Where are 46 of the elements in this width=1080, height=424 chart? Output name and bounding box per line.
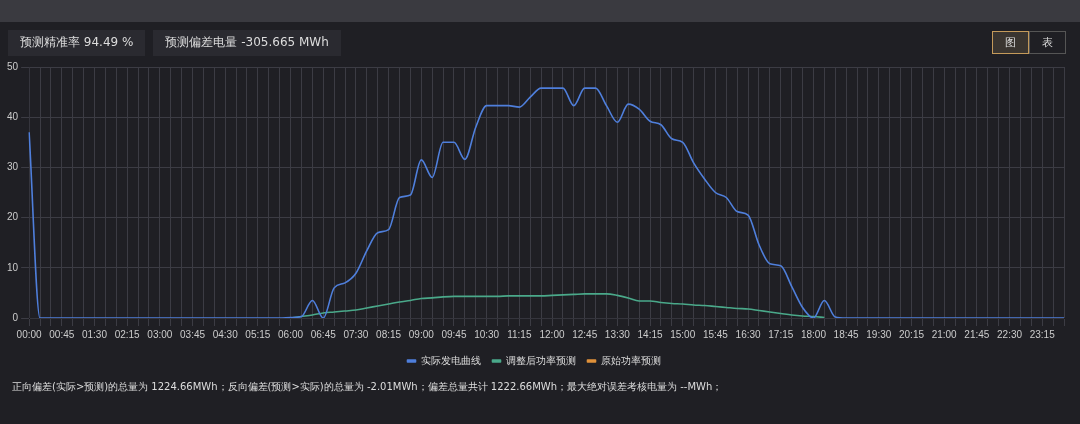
x-tick-label: 18:00 bbox=[800, 328, 827, 340]
x-tick-label: 17:15 bbox=[768, 328, 794, 340]
legend-label: 实际发电曲线 bbox=[420, 354, 481, 366]
y-tick-label: 50 bbox=[7, 60, 19, 72]
x-tick-label: 09:45 bbox=[441, 328, 467, 340]
x-tick-label: 06:45 bbox=[310, 328, 337, 340]
x-tick-label: 15:00 bbox=[670, 328, 696, 340]
legend-label: 原始功率预测 bbox=[600, 354, 661, 366]
y-tick-label: 10 bbox=[7, 261, 19, 273]
text: 图 bbox=[992, 31, 1029, 54]
x-tick-label: 21:00 bbox=[931, 328, 958, 340]
x-tick-label: 18:45 bbox=[833, 328, 860, 340]
y-tick-label: 40 bbox=[7, 110, 19, 122]
x-tick-label: 00:45 bbox=[49, 328, 75, 340]
x-tick-label: 16:30 bbox=[735, 328, 762, 340]
x-tick-label: 14:15 bbox=[637, 328, 663, 340]
y-tick-label: 30 bbox=[7, 161, 19, 173]
x-tick-label: 08:15 bbox=[376, 328, 402, 340]
legend-label: 调整后功率预测 bbox=[505, 354, 576, 366]
text: 预测精准率 94.49 % bbox=[8, 30, 146, 56]
x-tick-label: 10:30 bbox=[474, 328, 500, 340]
x-tick-label: 00:00 bbox=[16, 328, 43, 340]
x-tick-label: 09:00 bbox=[408, 328, 435, 340]
x-tick-label: 13:30 bbox=[604, 328, 631, 340]
x-tick-label: 03:00 bbox=[147, 328, 173, 340]
y-tick-label: 0 bbox=[12, 311, 19, 323]
x-tick-label: 01:30 bbox=[81, 328, 108, 340]
x-tick-label: 12:45 bbox=[572, 328, 598, 340]
x-tick-label: 06:00 bbox=[278, 328, 304, 340]
x-tick-label: 22:30 bbox=[997, 328, 1023, 340]
x-tick-label: 20:15 bbox=[898, 328, 925, 340]
x-tick-label: 12:00 bbox=[539, 328, 565, 340]
x-tick-label: 11:15 bbox=[507, 328, 532, 340]
x-tick-label: 04:30 bbox=[212, 328, 239, 340]
text: 正向偏差(实际>预测)的总量为 1224.66MWh；反向偏差(预测>实际)的总量为 -2.01MWh；偏差总量共计 1222.66MWh；最大绝对误差考核电量为 --MWh； bbox=[12, 380, 724, 394]
text: 预测偏差电量 -305.665 MWh bbox=[153, 30, 341, 56]
y-tick-label: 20 bbox=[7, 211, 19, 223]
x-tick-label: 21:45 bbox=[964, 328, 990, 340]
x-tick-label: 19:30 bbox=[866, 328, 892, 340]
x-tick-label: 05:15 bbox=[245, 328, 271, 340]
x-tick-label: 15:45 bbox=[702, 328, 729, 340]
text: 表 bbox=[1029, 31, 1066, 54]
x-tick-label: 07:30 bbox=[343, 328, 369, 340]
x-tick-label: 23:15 bbox=[1029, 328, 1056, 340]
x-tick-label: 02:15 bbox=[114, 328, 141, 340]
x-tick-label: 03:45 bbox=[180, 328, 206, 340]
